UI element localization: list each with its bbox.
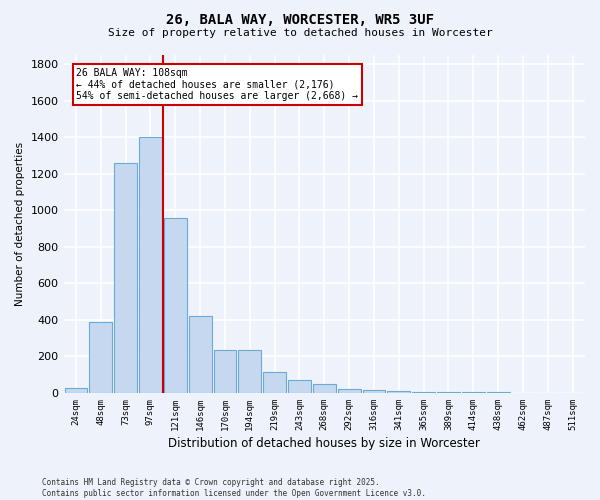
Bar bbox=[214, 350, 236, 393]
Bar bbox=[338, 390, 361, 393]
Bar bbox=[238, 350, 261, 393]
Text: 26 BALA WAY: 108sqm
← 44% of detached houses are smaller (2,176)
54% of semi-det: 26 BALA WAY: 108sqm ← 44% of detached ho… bbox=[76, 68, 358, 101]
Bar bbox=[114, 163, 137, 393]
Bar bbox=[412, 392, 435, 393]
Bar bbox=[313, 384, 335, 393]
Text: Size of property relative to detached houses in Worcester: Size of property relative to detached ho… bbox=[107, 28, 493, 38]
Bar bbox=[65, 388, 88, 393]
Y-axis label: Number of detached properties: Number of detached properties bbox=[15, 142, 25, 306]
Bar bbox=[388, 391, 410, 393]
Bar bbox=[437, 392, 460, 393]
Bar bbox=[188, 316, 212, 393]
Bar bbox=[462, 392, 485, 393]
Bar bbox=[164, 218, 187, 393]
Bar bbox=[263, 372, 286, 393]
Bar bbox=[362, 390, 385, 393]
Text: 26, BALA WAY, WORCESTER, WR5 3UF: 26, BALA WAY, WORCESTER, WR5 3UF bbox=[166, 12, 434, 26]
Bar bbox=[139, 137, 162, 393]
Text: Contains HM Land Registry data © Crown copyright and database right 2025.
Contai: Contains HM Land Registry data © Crown c… bbox=[42, 478, 426, 498]
Bar bbox=[89, 322, 112, 393]
Bar bbox=[288, 380, 311, 393]
Bar bbox=[487, 392, 509, 393]
X-axis label: Distribution of detached houses by size in Worcester: Distribution of detached houses by size … bbox=[169, 437, 480, 450]
